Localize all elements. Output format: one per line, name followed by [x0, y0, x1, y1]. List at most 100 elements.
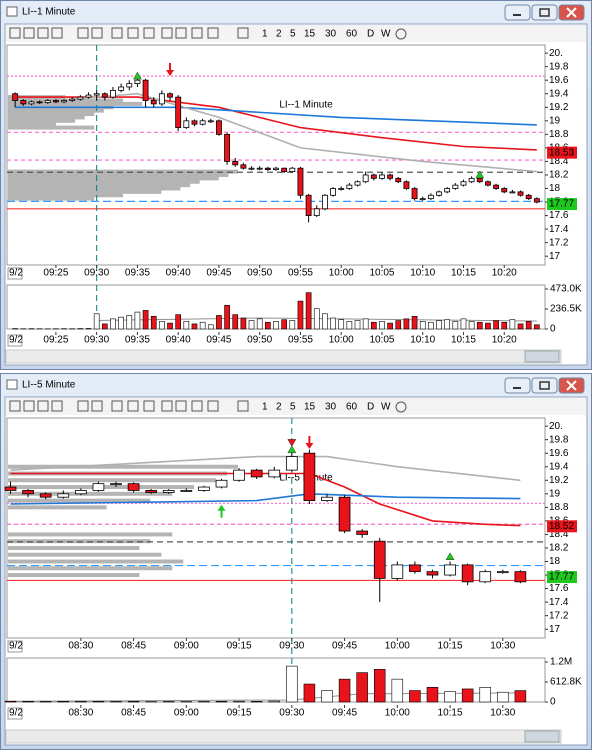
toolbar-icon[interactable]: [51, 400, 63, 412]
toolbar-icon[interactable]: [207, 27, 219, 39]
volume-bar: [57, 701, 70, 703]
volume-bar: [391, 678, 404, 703]
x-tick-label: 09:45: [206, 335, 231, 346]
toolbar-icon[interactable]: [51, 27, 63, 39]
y-tick-label: 17: [549, 251, 561, 262]
interval-button[interactable]: D: [367, 29, 374, 40]
x-tick-label: 09:35: [125, 335, 150, 346]
x-tick-label: 09:25: [43, 268, 68, 279]
interval-button[interactable]: 30: [325, 29, 337, 40]
ma-line: [15, 106, 537, 126]
volume-profile-bar: [8, 478, 217, 483]
candle-body: [281, 167, 288, 172]
watermark: LI--1 Minute: [279, 100, 333, 111]
toolbar-icon[interactable]: [207, 400, 219, 412]
toolbar-icon[interactable]: [143, 27, 155, 39]
candle-body: [110, 483, 122, 486]
signal-marker: [445, 552, 455, 561]
toolbar-icon[interactable]: [127, 400, 139, 412]
signal-marker: [287, 445, 297, 454]
toolbar-icon[interactable]: [127, 27, 139, 39]
interval-button[interactable]: W: [381, 29, 391, 40]
interval-button[interactable]: 5: [290, 402, 296, 413]
volume-tick-label: 0: [550, 697, 556, 708]
toolbar-icon[interactable]: [91, 400, 103, 412]
toolbar-icon[interactable]: [143, 400, 155, 412]
toolbar-icon[interactable]: [37, 400, 49, 412]
volume-bar: [436, 320, 442, 330]
interval-button[interactable]: 60: [346, 402, 358, 413]
volume-bar: [248, 320, 255, 330]
toolbar-icon[interactable]: [111, 27, 123, 39]
toolbar-icon[interactable]: [237, 27, 249, 39]
volume-bar: [110, 318, 116, 330]
y-tick-label: 18.2: [549, 543, 569, 554]
toolbar-icon[interactable]: [77, 27, 89, 39]
candle-body: [216, 120, 222, 135]
volume-bar: [297, 300, 304, 330]
scrollbar-thumb[interactable]: [524, 730, 560, 743]
candle-body: [321, 194, 328, 210]
y-tick-label: 18.8: [549, 502, 569, 513]
interval-button[interactable]: 2: [276, 402, 282, 413]
toolbar-icon[interactable]: [191, 400, 203, 412]
ma-line: [10, 455, 521, 482]
toolbar-icon[interactable]: [37, 27, 49, 39]
volume-profile-bar: [8, 122, 56, 127]
toolbar-icon[interactable]: [237, 400, 249, 412]
interval-button[interactable]: 15: [304, 402, 316, 413]
y-tick-label: 17.6: [549, 583, 569, 594]
toolbar-icon[interactable]: [161, 400, 173, 412]
x-tick-label: 09:40: [166, 335, 191, 346]
toolbar-icon[interactable]: [191, 27, 203, 39]
interval-button[interactable]: 30: [325, 402, 337, 413]
toolbar-icon[interactable]: [23, 27, 35, 39]
toolbar-icon[interactable]: [23, 400, 35, 412]
volume-bar: [485, 322, 491, 330]
toolbar-icon[interactable]: [77, 400, 89, 412]
interval-button[interactable]: W: [381, 402, 391, 413]
candle-body: [110, 89, 116, 98]
scrollbar-thumb[interactable]: [524, 350, 560, 363]
volume-tick-label: 1.2M: [550, 657, 572, 668]
toolbar-cancel-icon[interactable]: [395, 28, 407, 40]
interval-button[interactable]: D: [367, 402, 374, 413]
toolbar-icon[interactable]: [9, 27, 21, 39]
maximize-button[interactable]: [531, 4, 558, 21]
x-tick-label: 08:30: [68, 708, 93, 719]
y-tick-label: 18: [549, 183, 561, 194]
toolbar-cancel-icon[interactable]: [395, 401, 407, 413]
interval-button[interactable]: 2: [276, 29, 282, 40]
volume-bar: [321, 690, 333, 703]
candle-body: [289, 167, 296, 172]
toolbar-icon[interactable]: [91, 27, 103, 39]
interval-button[interactable]: 60: [346, 29, 358, 40]
date-box: [7, 640, 23, 653]
price-panel: [6, 417, 546, 639]
toolbar-icon[interactable]: [111, 400, 123, 412]
toolbar-icon[interactable]: [9, 400, 21, 412]
interval-button[interactable]: 15: [304, 29, 316, 40]
interval-button[interactable]: 5: [290, 29, 296, 40]
signal-marker: [305, 436, 314, 450]
candle-body: [509, 191, 516, 194]
volume-bar: [4, 700, 17, 703]
toolbar-icon[interactable]: [161, 27, 173, 39]
interval-button[interactable]: 1: [262, 402, 268, 413]
scrollbar[interactable]: [5, 729, 562, 744]
maximize-button[interactable]: [531, 377, 558, 394]
volume-bar: [93, 313, 100, 330]
candle-body: [525, 194, 532, 200]
candle-body: [321, 496, 333, 501]
minimize-button[interactable]: [504, 4, 531, 21]
toolbar-icon[interactable]: [175, 400, 187, 412]
candle-body: [199, 120, 206, 125]
toolbar-icon[interactable]: [175, 27, 187, 39]
minimize-button[interactable]: [504, 377, 531, 394]
date-box: [7, 267, 23, 280]
candle-body: [468, 177, 475, 183]
price-marker-label: 17.77: [549, 572, 574, 583]
scrollbar[interactable]: [5, 349, 562, 364]
interval-button[interactable]: 1: [262, 29, 268, 40]
